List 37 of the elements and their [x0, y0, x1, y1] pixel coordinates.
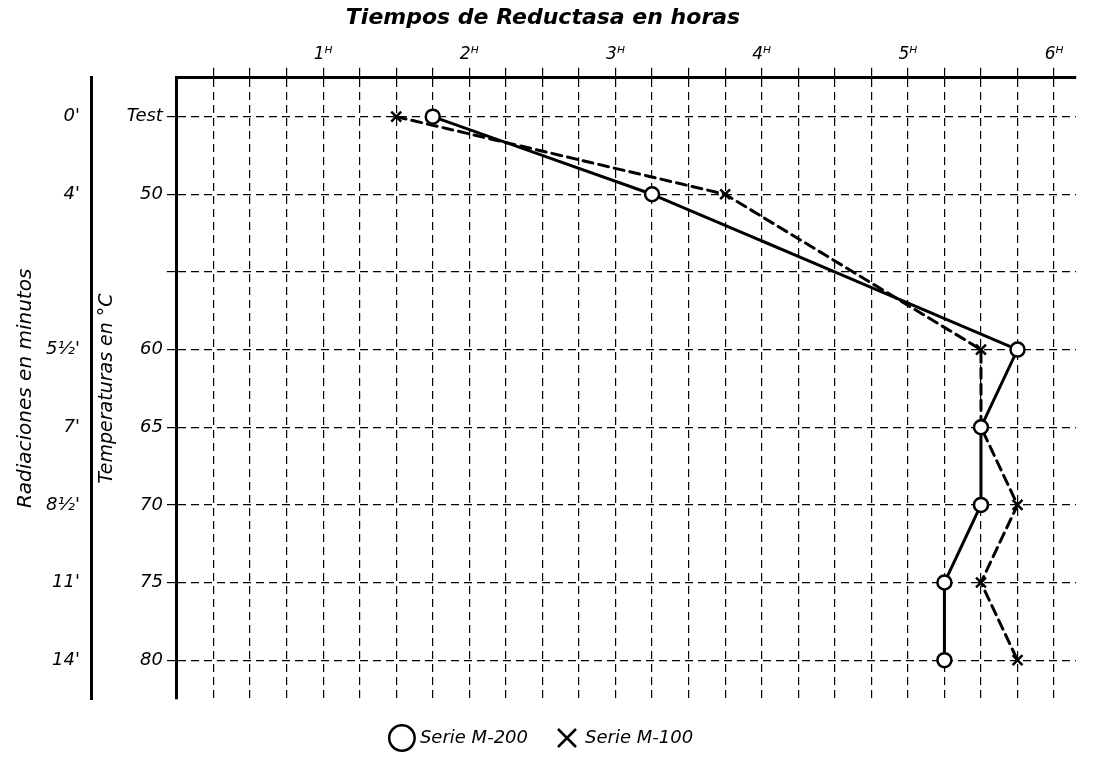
y-tick-label: 70 [140, 492, 163, 514]
y-tick-label: 60 [140, 337, 163, 359]
y2-tick-label: 4' [63, 181, 80, 203]
point [1011, 653, 1024, 667]
y2-tick-label: 0' [63, 104, 80, 126]
chart-title: Tiempos de Reductasa en horas [345, 3, 741, 29]
point [974, 343, 988, 356]
point [1009, 341, 1026, 358]
legend-label: Serie M-100 [585, 725, 694, 747]
legend-label: Serie M-200 [419, 725, 529, 747]
point [1011, 498, 1024, 512]
point [390, 110, 403, 123]
y2-tick-label: 11' [51, 570, 80, 592]
y2-tick-label: 14' [51, 647, 80, 669]
y-axis-title: Temperaturas en °C [94, 292, 117, 484]
point [972, 496, 990, 514]
y-tick-label: 75 [140, 570, 163, 592]
y2-axis-title: Radiaciones en minutos [12, 268, 37, 509]
point [936, 651, 953, 669]
point [643, 186, 661, 203]
point [424, 108, 442, 125]
point [974, 576, 988, 589]
x-tick-label: 2ᴴ [459, 43, 479, 64]
y2-tick-label: 5½' [45, 337, 80, 359]
y-tick-label: 50 [140, 181, 163, 203]
x-tick-label: 6ᴴ [1044, 43, 1064, 64]
y-tick-label: 80 [140, 647, 163, 669]
y2-tick-label: 8½' [45, 492, 80, 514]
x-tick-label: 3ᴴ [606, 43, 625, 64]
y-tick-label: Test [126, 104, 164, 126]
x-tick-label: 1ᴴ [313, 43, 333, 64]
x-tick-label: 4ᴴ [752, 43, 772, 64]
point [936, 574, 953, 591]
x-tick-label: 5ᴴ [898, 43, 918, 64]
y-tick-label: 65 [140, 414, 163, 436]
point [718, 188, 732, 201]
y2-tick-label: 7' [63, 414, 80, 436]
